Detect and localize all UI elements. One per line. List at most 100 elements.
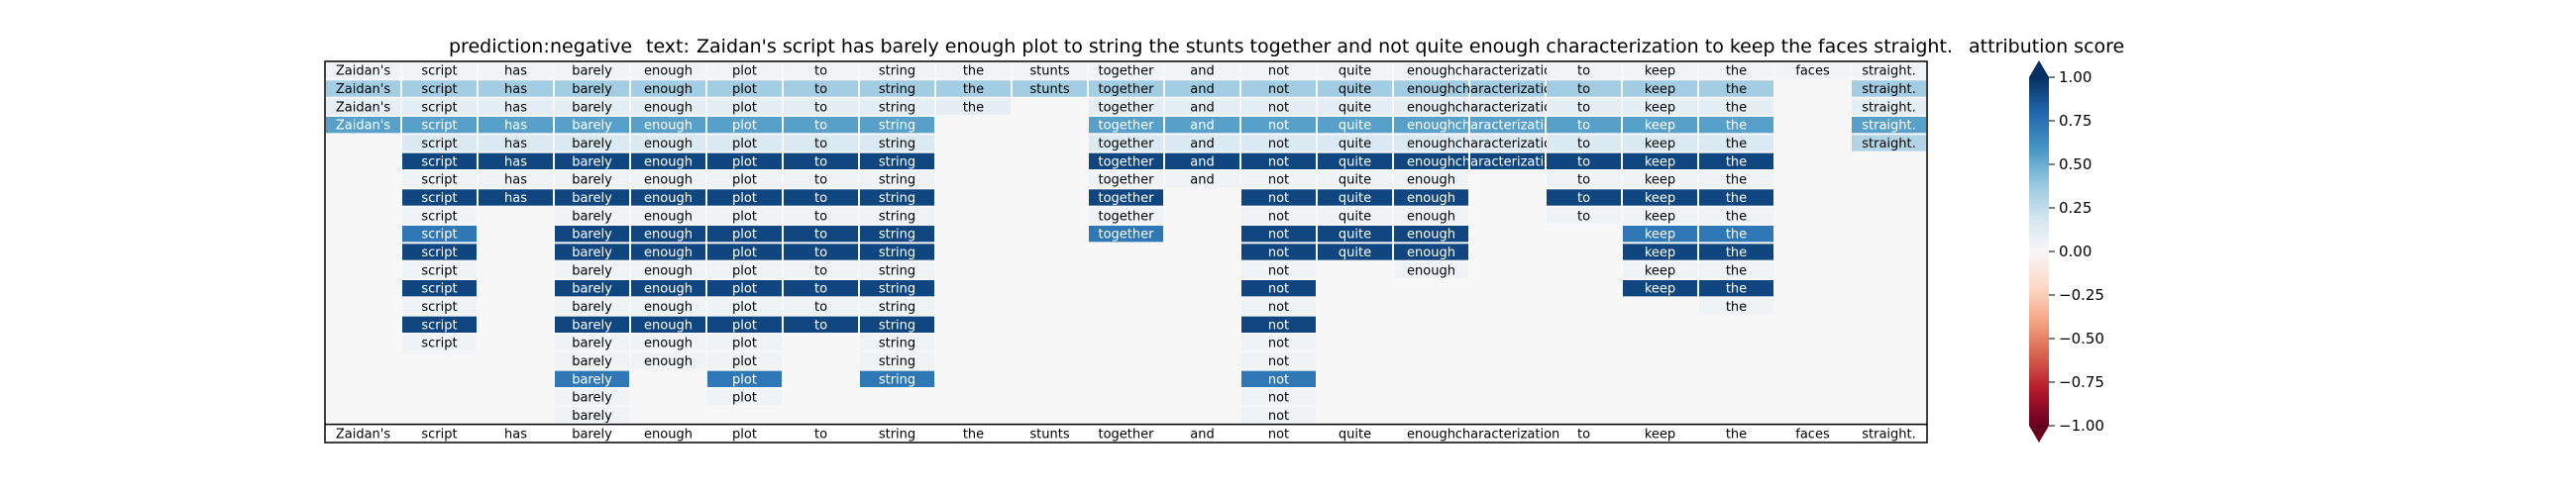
cell-r4-the — [1699, 135, 1773, 151]
cell-r16-not — [1241, 352, 1316, 369]
cell-r0-barely — [555, 62, 629, 79]
cell-r0-zaidan-s — [326, 62, 400, 79]
colorbar-gradient — [2029, 77, 2049, 426]
token-label-r17-not: not — [1268, 372, 1289, 387]
token-label-r11-barely: barely — [572, 263, 612, 278]
token-label-r2-has: has — [504, 100, 527, 115]
token-label-r2-to: to — [814, 100, 827, 115]
token-label-r8-keep: keep — [1645, 209, 1675, 224]
token-label-r0-to: to — [1577, 64, 1590, 79]
token-label-r1-to: to — [814, 82, 827, 97]
token-label-r1-together: together — [1099, 82, 1155, 97]
token-label-r2-the: the — [1726, 100, 1747, 115]
cell-r1-and — [1165, 80, 1239, 97]
cell-r10-string — [860, 244, 934, 260]
token-label-r5-barely: barely — [572, 154, 612, 169]
token-label-r3-barely: barely — [572, 119, 612, 134]
cell-r2-the — [1699, 98, 1773, 115]
token-label-r6-not: not — [1268, 173, 1289, 188]
cell-r1-enough — [1394, 80, 1468, 97]
token-label-r2-the: the — [963, 100, 984, 115]
cell-r14-to — [784, 316, 858, 333]
colorbar-tick-label-4: 0.00 — [2059, 243, 2092, 260]
cell-r6-plot — [707, 171, 782, 188]
token-label-r2-quite: quite — [1339, 100, 1371, 115]
token-label-r0-has: has — [504, 64, 527, 79]
token-label-r5-string: string — [879, 154, 915, 169]
token-label-r5-has: has — [504, 154, 527, 169]
token-label-r5-not: not — [1268, 154, 1289, 169]
cell-r10-plot — [707, 244, 782, 260]
cell-r8-script — [402, 207, 477, 224]
cell-r1-not — [1241, 80, 1316, 97]
cell-r17-barely — [555, 370, 629, 387]
colorbar-tick-label-5: −0.25 — [2059, 286, 2104, 304]
colorbar-tick-label-3: 0.25 — [2059, 199, 2092, 217]
token-label-r3-string: string — [879, 119, 915, 134]
cell-r9-together — [1089, 226, 1163, 243]
cell-r4-not — [1241, 135, 1316, 151]
cell-r2-together — [1089, 98, 1163, 115]
cell-r5-plot — [707, 152, 782, 169]
token-label-r1-script: script — [421, 82, 457, 97]
token-label-r9-the: the — [1726, 228, 1747, 243]
colorbar-tick-label-0: 1.00 — [2059, 68, 2092, 86]
token-label-r6-to: to — [1577, 173, 1590, 188]
token-label-r1-not: not — [1268, 82, 1289, 97]
token-label-r16-enough: enough — [644, 354, 693, 369]
token-label-r0-the: the — [963, 64, 984, 79]
token-label-r19-not: not — [1268, 409, 1289, 424]
cell-r3-keep — [1623, 117, 1697, 134]
cell-r3-and — [1165, 117, 1239, 134]
token-label-r9-to: to — [814, 228, 827, 243]
token-label-r6-enough: enough — [644, 173, 693, 188]
cell-r16-string — [860, 352, 934, 369]
text-label: text: — [646, 36, 690, 57]
cell-r14-script — [402, 316, 477, 333]
cell-r3-enough — [1394, 117, 1468, 134]
token-label-r1-quite: quite — [1339, 82, 1371, 97]
cell-r11-keep — [1623, 261, 1697, 278]
token-label-r4-and: and — [1190, 137, 1214, 151]
cell-r2-plot — [707, 98, 782, 115]
cell-r3-to — [1547, 117, 1621, 134]
token-label-r8-string: string — [879, 209, 915, 224]
token-label-r3-enough: enough — [1407, 119, 1455, 134]
cell-r8-barely — [555, 207, 629, 224]
cell-r1-the — [1699, 80, 1773, 97]
token-label-r9-not: not — [1268, 228, 1289, 243]
cell-r14-string — [860, 316, 934, 333]
token-label-r3-zaidan-s: Zaidan's — [336, 119, 391, 134]
cell-r6-to — [1547, 171, 1621, 188]
colorbar: 1.00 0.75 0.50 0.25 0.00 −0.25 −0.50 −0.75 −1.00 — [2029, 60, 2104, 443]
token-label-r4-keep: keep — [1645, 137, 1675, 151]
token-label-r0-script: script — [421, 64, 457, 79]
token-label-r3-plot: plot — [732, 119, 757, 134]
cell-r8-the — [1699, 207, 1773, 224]
cell-r11-the — [1699, 261, 1773, 278]
token-label-r4-enough: enough — [644, 137, 693, 151]
token-label-r9-quite: quite — [1339, 228, 1371, 243]
token-label-r0-faces: faces — [1795, 64, 1830, 79]
token-label-r2-straight: straight. — [1862, 100, 1916, 115]
cell-r7-to — [784, 189, 858, 206]
cell-r3-script — [402, 117, 477, 134]
axis-token-script: script — [421, 427, 457, 442]
token-label-r0-keep: keep — [1645, 64, 1675, 79]
cell-r10-to — [784, 244, 858, 260]
cell-r0-quite — [1318, 62, 1392, 79]
token-label-r7-together: together — [1099, 191, 1155, 206]
cell-r3-has — [479, 117, 553, 134]
token-label-r4-not: not — [1268, 137, 1289, 151]
cell-r0-script — [402, 62, 477, 79]
cell-r5-to — [1547, 152, 1621, 169]
token-label-r2-barely: barely — [572, 100, 612, 115]
cell-r10-barely — [555, 244, 629, 260]
token-label-r4-to: to — [814, 137, 827, 151]
token-label-r10-keep: keep — [1645, 246, 1675, 260]
cell-r5-together — [1089, 152, 1163, 169]
token-label-r3-quite: quite — [1339, 119, 1371, 134]
axis-token-zaidan-s: Zaidan's — [336, 427, 391, 442]
cell-r15-barely — [555, 335, 629, 351]
axis-token-the: the — [963, 427, 984, 442]
